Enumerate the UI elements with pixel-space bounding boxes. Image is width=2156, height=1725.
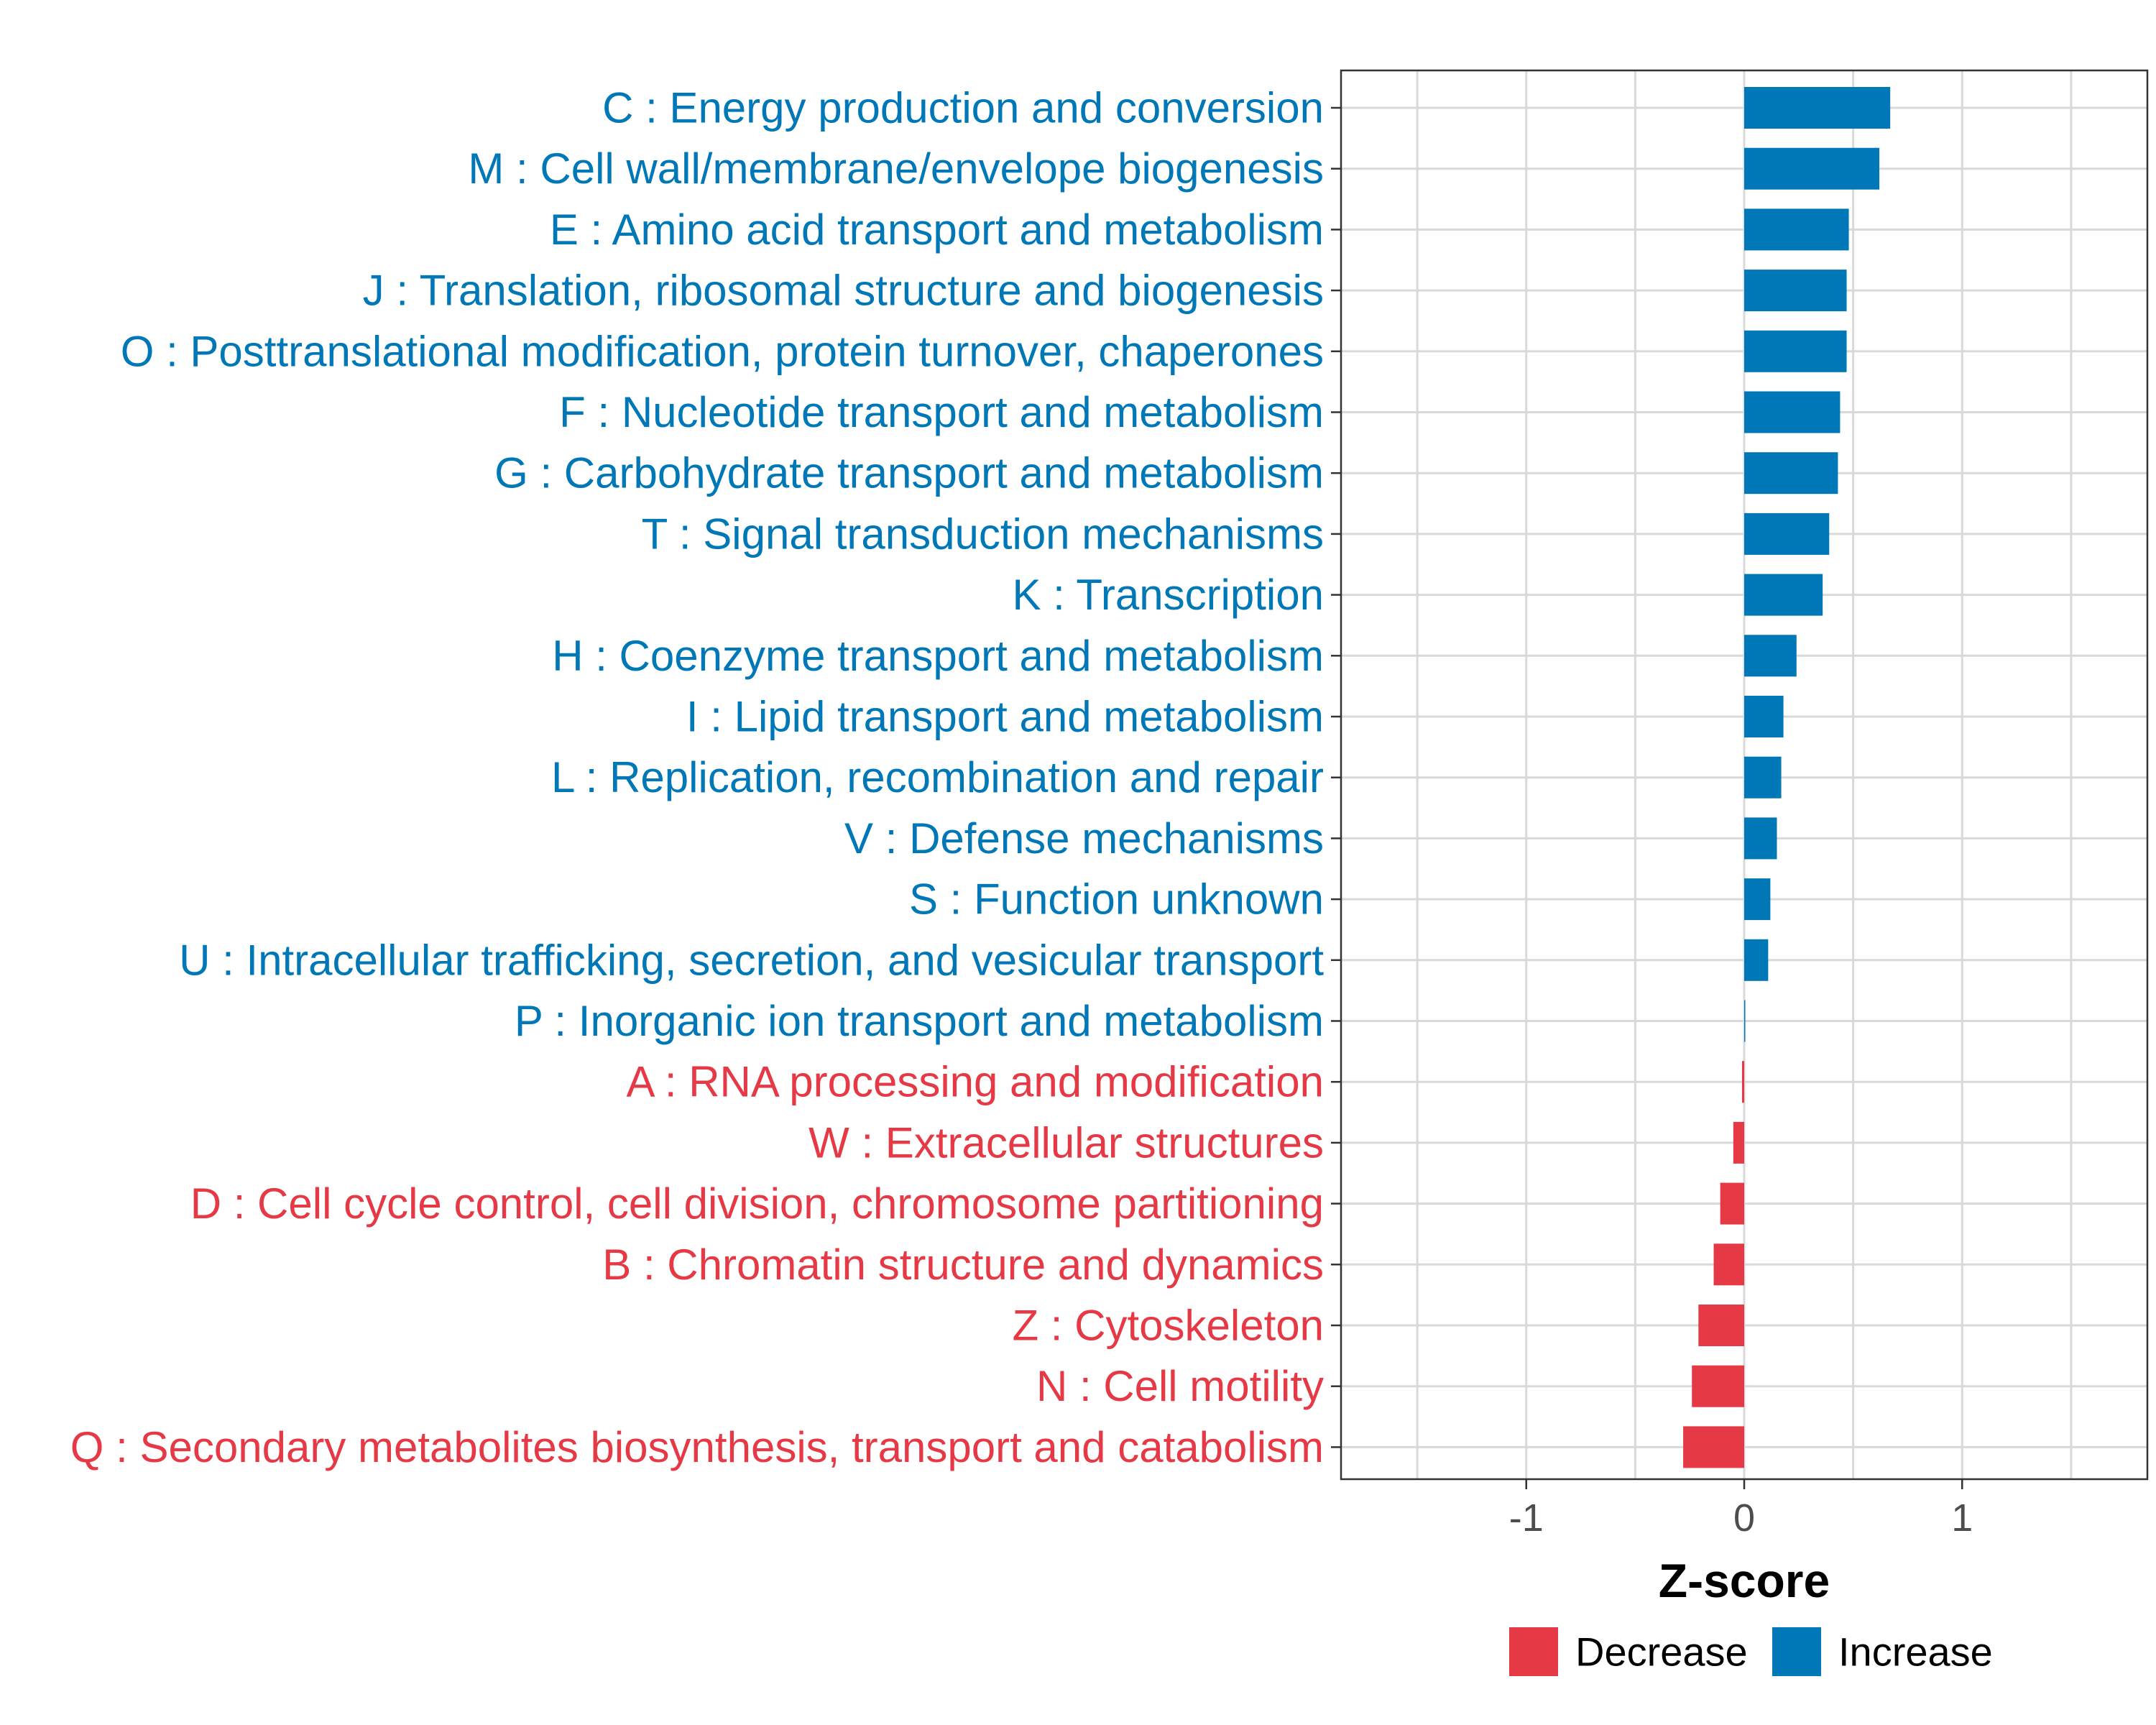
bar	[1744, 330, 1847, 372]
legend: Decrease Increase	[1509, 1627, 1993, 1676]
category-label: K : Transcription	[1012, 571, 1324, 619]
x-tick-label: -1	[1509, 1496, 1544, 1540]
bar	[1683, 1426, 1744, 1468]
category-label: D : Cell cycle control, cell division, c…	[190, 1179, 1324, 1228]
category-label: E : Amino acid transport and metabolism	[550, 206, 1324, 254]
category-label: V : Defense mechanisms	[844, 814, 1324, 862]
category-label: L : Replication, recombination and repai…	[551, 753, 1324, 801]
bar	[1692, 1365, 1744, 1407]
x-axis-ticks: -1 0 1	[1509, 1479, 1973, 1540]
category-labels: C : Energy production and conversion M : …	[70, 84, 1325, 1471]
legend-label: Increase	[1838, 1629, 1993, 1675]
bar	[1744, 574, 1823, 616]
category-label: B : Chromatin structure and dynamics	[602, 1241, 1324, 1289]
category-label: N : Cell motility	[1036, 1362, 1324, 1410]
bar	[1744, 939, 1769, 981]
bar	[1744, 756, 1782, 799]
category-label: S : Function unknown	[909, 875, 1324, 924]
category-label: T : Signal transduction mechanisms	[642, 510, 1324, 558]
bars	[1683, 87, 1891, 1468]
category-label: A : RNA processing and modification	[626, 1058, 1324, 1106]
category-label: C : Energy production and conversion	[602, 84, 1324, 132]
bar	[1720, 1182, 1744, 1225]
bar	[1744, 87, 1891, 129]
bar	[1744, 817, 1777, 860]
category-label: J : Translation, ribosomal structure and…	[363, 267, 1324, 315]
bar	[1744, 147, 1880, 190]
bar	[1713, 1243, 1744, 1286]
legend-swatch	[1772, 1627, 1821, 1676]
bar	[1744, 452, 1838, 494]
bar	[1744, 208, 1849, 251]
x-axis-title: Z-score	[1659, 1554, 1830, 1607]
category-label: O : Posttranslational modification, prot…	[121, 327, 1324, 375]
bar	[1744, 270, 1847, 312]
category-label: U : Intracellular trafficking, secretion…	[179, 936, 1324, 984]
category-label: M : Cell wall/membrane/envelope biogenes…	[468, 144, 1324, 193]
y-axis-ticks	[1331, 106, 1341, 1448]
bar	[1741, 1061, 1744, 1103]
bar	[1698, 1305, 1744, 1346]
bar	[1744, 878, 1771, 921]
category-label: P : Inorganic ion transport and metaboli…	[515, 997, 1324, 1045]
legend-label: Decrease	[1575, 1629, 1748, 1675]
x-tick-label: 1	[1951, 1496, 1973, 1540]
category-label: I : Lipid transport and metabolism	[686, 693, 1324, 741]
category-label: Q : Secondary metabolites biosynthesis, …	[70, 1423, 1324, 1471]
bar	[1744, 1000, 1746, 1042]
category-label: H : Coenzyme transport and metabolism	[552, 632, 1324, 680]
bar	[1744, 391, 1841, 433]
category-label: G : Carbohydrate transport and metabolis…	[494, 449, 1324, 497]
bar	[1744, 512, 1830, 555]
category-label: Z : Cytoskeleton	[1012, 1302, 1324, 1350]
bar	[1744, 635, 1797, 677]
x-tick-label: 0	[1733, 1496, 1755, 1540]
legend-swatch	[1509, 1627, 1558, 1676]
category-label: W : Extracellular structures	[808, 1118, 1324, 1167]
bar	[1744, 696, 1784, 737]
category-label: F : Nucleotide transport and metabolism	[559, 388, 1324, 436]
bar	[1733, 1121, 1744, 1164]
